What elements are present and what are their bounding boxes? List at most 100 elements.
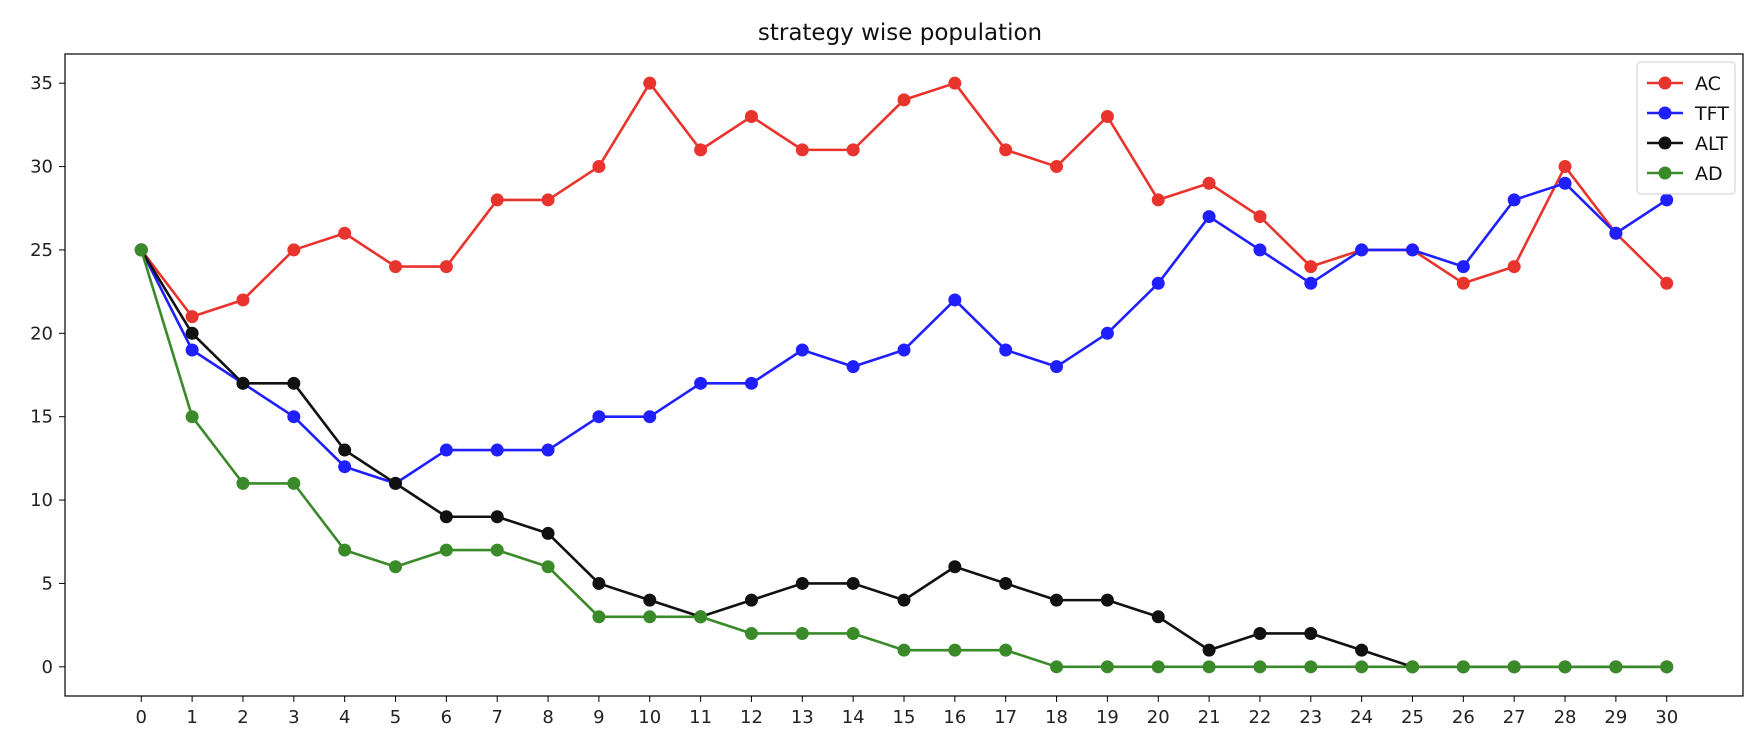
data-point (338, 226, 352, 240)
data-point (592, 410, 606, 424)
data-point (897, 343, 911, 357)
data-point (744, 626, 758, 640)
data-point (592, 160, 606, 174)
x-tick-label: 26 (1452, 707, 1475, 728)
data-point (795, 143, 809, 157)
x-tick-label: 8 (542, 707, 553, 728)
data-point (846, 360, 860, 374)
data-point (1202, 210, 1216, 224)
x-tick-label: 20 (1147, 707, 1170, 728)
data-point (795, 576, 809, 590)
data-point (795, 343, 809, 357)
series-tft (134, 176, 1674, 490)
data-point (1507, 193, 1521, 207)
data-point (1100, 326, 1114, 340)
legend-label: ALT (1695, 133, 1728, 155)
data-point (439, 443, 453, 457)
legend-marker (1658, 76, 1672, 90)
y-tick-label: 0 (42, 657, 53, 678)
data-point (846, 626, 860, 640)
x-tick-label: 3 (288, 707, 299, 728)
data-point (1609, 226, 1623, 240)
data-point (236, 476, 250, 490)
data-point (1355, 660, 1369, 674)
data-point (592, 610, 606, 624)
data-point (948, 643, 962, 657)
series-group (134, 76, 1674, 674)
x-tick-label: 22 (1248, 707, 1271, 728)
data-point (185, 343, 199, 357)
data-point (287, 376, 301, 390)
data-point (999, 143, 1013, 157)
data-point (744, 376, 758, 390)
data-point (1660, 660, 1674, 674)
series-ac (134, 76, 1674, 324)
data-point (592, 576, 606, 590)
data-point (1304, 660, 1318, 674)
data-point (643, 76, 657, 90)
data-point (897, 93, 911, 107)
data-point (948, 76, 962, 90)
data-point (490, 543, 504, 557)
data-point (287, 243, 301, 257)
data-point (1660, 193, 1674, 207)
data-point (1253, 626, 1267, 640)
data-point (1202, 660, 1216, 674)
x-tick-label: 10 (638, 707, 661, 728)
data-point (439, 543, 453, 557)
data-point (1050, 593, 1064, 607)
data-point (643, 610, 657, 624)
data-point (236, 293, 250, 307)
data-point (694, 143, 708, 157)
legend-label: TFT (1694, 103, 1729, 125)
data-point (999, 643, 1013, 657)
x-tick-label: 19 (1096, 707, 1119, 728)
data-point (338, 543, 352, 557)
legend-marker (1658, 166, 1672, 180)
series-alt (134, 243, 1674, 674)
x-tick-label: 24 (1350, 707, 1373, 728)
data-point (1202, 643, 1216, 657)
series-line-tft (140, 181, 1668, 485)
data-point (1304, 276, 1318, 290)
x-tick-label: 5 (390, 707, 401, 728)
data-point (694, 610, 708, 624)
data-point (338, 443, 352, 457)
data-point (490, 510, 504, 524)
x-tick-label: 27 (1503, 707, 1526, 728)
data-point (1405, 660, 1419, 674)
data-point (236, 376, 250, 390)
data-point (1304, 626, 1318, 640)
data-point (541, 193, 555, 207)
data-point (1507, 260, 1521, 274)
data-point (744, 593, 758, 607)
data-point (795, 626, 809, 640)
x-tick-label: 14 (842, 707, 865, 728)
data-point (541, 560, 555, 574)
data-point (439, 510, 453, 524)
data-point (1151, 660, 1165, 674)
data-point (948, 560, 962, 574)
x-tick-label: 1 (186, 707, 197, 728)
x-tick-label: 29 (1604, 707, 1627, 728)
data-point (1050, 160, 1064, 174)
data-point (1100, 110, 1114, 124)
x-tick-label: 21 (1198, 707, 1221, 728)
data-point (1151, 610, 1165, 624)
data-point (1304, 260, 1318, 274)
data-point (439, 260, 453, 274)
data-point (389, 560, 403, 574)
x-tick-label: 30 (1655, 707, 1678, 728)
data-point (1151, 193, 1165, 207)
data-point (897, 643, 911, 657)
data-point (287, 410, 301, 424)
data-point (1558, 660, 1572, 674)
data-point (999, 576, 1013, 590)
data-point (1100, 660, 1114, 674)
x-tick-label: 16 (943, 707, 966, 728)
y-tick-label: 10 (30, 490, 53, 511)
data-point (1558, 176, 1572, 190)
data-point (134, 243, 148, 257)
